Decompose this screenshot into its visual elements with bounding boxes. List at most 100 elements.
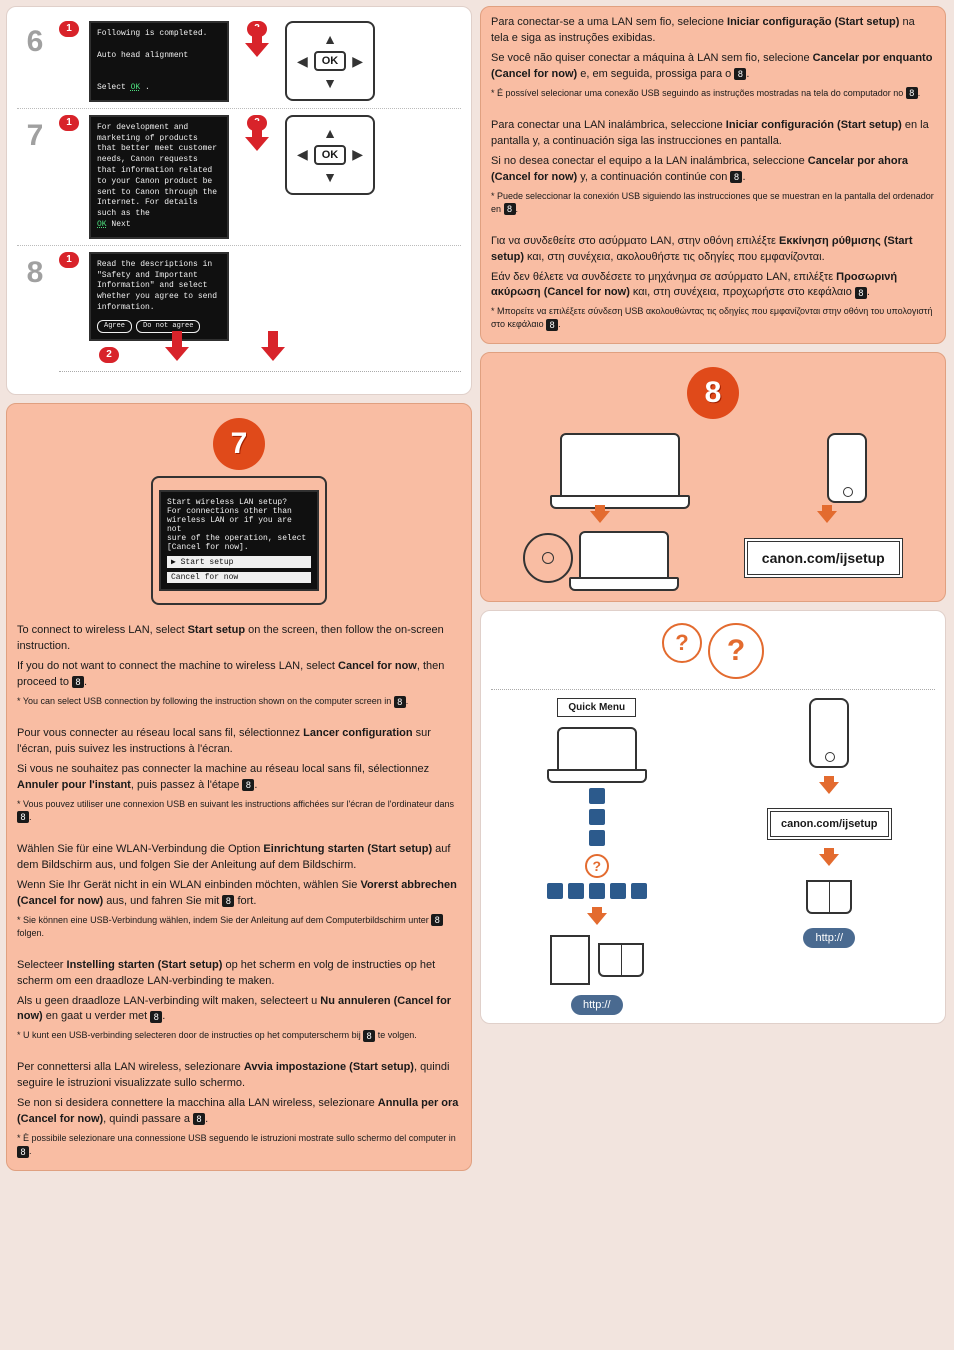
text: Per connettersi alla LAN wireless, selez… (17, 1061, 244, 1073)
up-icon: ▲ (323, 125, 337, 141)
laptop-icon (560, 433, 680, 503)
text: aus, und fahren Sie mit (103, 895, 222, 907)
down-icon: ▼ (323, 75, 337, 91)
taskbar-icon (589, 883, 605, 899)
text: Se você não quiser conectar a máquina à … (491, 52, 813, 64)
book-icon (598, 943, 644, 977)
note-text: folgen. (17, 928, 44, 938)
lang-en: To connect to wireless LAN, select Start… (17, 623, 461, 708)
option-cancel[interactable]: Cancel for now (167, 572, 311, 583)
step-7: 7 1 For development and marketing of pro… (17, 108, 461, 245)
section-8-box: 8 canon.com/ijsetup (480, 352, 946, 602)
step-ref-icon: 8 (222, 895, 234, 907)
laptop-icon (557, 727, 637, 777)
lcd-line: wireless LAN or if you are not (167, 516, 292, 534)
taskbar-icon (568, 883, 584, 899)
bold: Lancer configuration (303, 727, 412, 739)
ok-button[interactable]: OK (314, 145, 347, 165)
lcd-line: Start wireless LAN setup? (167, 498, 287, 507)
step-ref-icon: 8 (394, 696, 406, 708)
step-ref-icon: 8 (17, 811, 29, 823)
step-ref-icon: 8 (193, 1113, 205, 1125)
badge-1: 1 (59, 115, 79, 131)
bold: Start setup (188, 624, 245, 636)
ok-button[interactable]: OK (314, 51, 347, 71)
section-7-right: Para conectar-se a uma LAN sem fio, sele… (480, 6, 946, 344)
text: e, em seguida, prossiga para o (577, 68, 734, 80)
arrow-down-icon (590, 511, 610, 523)
note-text: U kunt een USB-verbinding selecteren doo… (23, 1030, 363, 1040)
text: Si no desea conectar el equipo a la LAN … (491, 155, 808, 167)
note-text: É possível selecionar uma conexão USB se… (497, 88, 906, 98)
step-ref-icon: 8 (72, 676, 84, 688)
lcd-text: Read the descriptions in "Safety and Imp… (97, 260, 217, 312)
agree-button[interactable]: Agree (97, 320, 132, 333)
arrow-down-icon (261, 347, 285, 361)
text: , quindi passare a (103, 1113, 193, 1125)
arrow-down-icon (245, 43, 269, 57)
option-start-setup[interactable]: Start setup (167, 556, 311, 568)
question-icon: ? (708, 623, 764, 679)
text: Para conectar-se a uma LAN sem fio, sele… (491, 16, 727, 28)
taskbar-icon (610, 883, 626, 899)
step-ref-icon: 8 (546, 319, 558, 331)
disagree-button[interactable]: Do not agree (136, 320, 200, 333)
http-label[interactable]: http:// (803, 928, 855, 948)
text: Pour vous connecter au réseau local sans… (17, 727, 303, 739)
text: Als u geen draadloze LAN-verbinding wilt… (17, 995, 320, 1007)
text: Wählen Sie für eine WLAN-Verbindung die … (17, 843, 263, 855)
lcd-line: sure of the operation, select (167, 534, 306, 543)
lang-it: Per connettersi alla LAN wireless, selez… (17, 1060, 461, 1158)
taskbar-icon (547, 883, 563, 899)
step-ref-icon: 8 (363, 1030, 375, 1042)
arrow-pad: ▲ ◀ OK ▶ ▼ (285, 115, 375, 195)
note-text: Μπορείτε να επιλέξετε σύνδεση USB ακολου… (491, 306, 932, 329)
step-ref-icon: 8 (730, 171, 742, 183)
note-text: È possibile selezionare una connessione … (23, 1133, 456, 1143)
text: Se non si desidera connettere la macchin… (17, 1097, 378, 1109)
left-icon: ◀ (297, 146, 308, 163)
text: y, a continuación continúe con (577, 171, 730, 183)
down-icon: ▼ (323, 169, 337, 185)
step-ref-icon: 8 (734, 68, 746, 80)
url-box[interactable]: canon.com/ijsetup (744, 538, 903, 578)
text: και, στη συνέχεια, προχωρήστε στο κεφάλα… (630, 286, 855, 298)
right-icon: ▶ (352, 146, 363, 163)
lang-el: Για να συνδεθείτε στο ασύρματο LAN, στην… (491, 234, 935, 332)
phone-icon (827, 433, 867, 503)
arrow-down-icon (165, 347, 189, 361)
bold: Cancel for now (338, 660, 417, 672)
book-icon (806, 880, 852, 914)
lang-nl: Selecteer Instelling starten (Start setu… (17, 958, 461, 1043)
step-8: 8 1 Read the descriptions in "Safety and… (17, 245, 461, 386)
lcd-ok: OK (97, 220, 107, 229)
bold: Annuler pour l'instant (17, 779, 131, 791)
up-icon: ▲ (323, 31, 337, 47)
note-text: Puede seleccionar la conexión USB siguie… (491, 191, 934, 214)
arrow-pad: ▲ ◀ OK ▶ ▼ (285, 21, 375, 101)
arrow-down-icon (817, 511, 837, 523)
text: Για να συνδεθείτε στο ασύρματο LAN, στην… (491, 235, 779, 247)
bold: Instelling starten (Start setup) (67, 959, 223, 971)
section-number-7: 7 (213, 418, 265, 470)
badge-1: 1 (59, 252, 79, 268)
badge-2: 2 (99, 347, 119, 363)
text: Para conectar una LAN inalámbrica, selec… (491, 119, 726, 131)
arrow-down-icon (587, 913, 607, 925)
step-6: 6 1 Following is completed.Auto head ali… (17, 15, 461, 108)
lcd-step8: Read the descriptions in "Safety and Imp… (89, 252, 229, 341)
cd-icon (523, 533, 573, 583)
steps-box: 6 1 Following is completed.Auto head ali… (6, 6, 472, 395)
lcd-step7: For development and marketing of product… (89, 115, 229, 239)
text: Εάν δεν θέλετε να συνδέσετε το μηχάνημα … (491, 271, 836, 283)
lcd-text: For development and marketing of product… (97, 123, 217, 218)
taskbar-icon (589, 830, 605, 846)
url-box[interactable]: canon.com/ijsetup (767, 808, 892, 840)
http-label[interactable]: http:// (571, 995, 623, 1015)
taskbar-icon (589, 788, 605, 804)
step-ref-icon: 8 (504, 203, 516, 215)
note-text: Vous pouvez utiliser une connexion USB e… (23, 799, 454, 809)
lang-pt: Para conectar-se a uma LAN sem fio, sele… (491, 15, 935, 100)
step-ref-icon: 8 (17, 1146, 29, 1158)
phone-icon (809, 698, 849, 768)
